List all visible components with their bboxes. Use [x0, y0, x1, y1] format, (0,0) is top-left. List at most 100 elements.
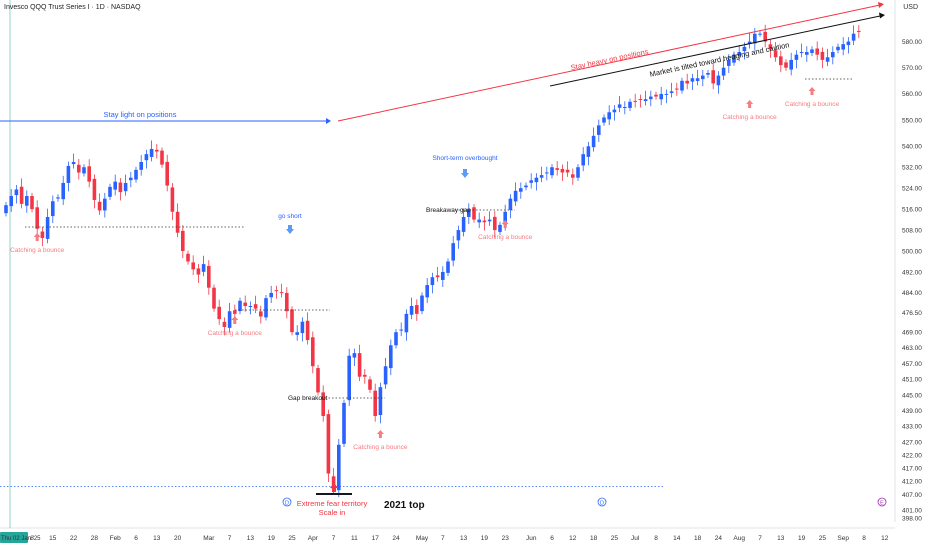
candle-body[interactable]: [56, 197, 60, 199]
candle-body[interactable]: [571, 174, 575, 178]
candle-body[interactable]: [321, 392, 325, 416]
candle-body[interactable]: [430, 277, 435, 286]
candle-body[interactable]: [763, 31, 767, 42]
candle-body[interactable]: [212, 287, 216, 309]
candle-body[interactable]: [498, 224, 502, 232]
candle-body[interactable]: [487, 219, 492, 222]
candle-body[interactable]: [373, 390, 377, 416]
candle-body[interactable]: [519, 188, 523, 192]
candle-body[interactable]: [285, 292, 289, 312]
candle-body[interactable]: [836, 46, 840, 51]
candle-body[interactable]: [51, 201, 55, 217]
candle-body[interactable]: [71, 162, 76, 165]
candle-body[interactable]: [331, 476, 336, 490]
candle-body[interactable]: [113, 181, 117, 190]
candle-body[interactable]: [19, 186, 24, 204]
candle-body[interactable]: [825, 57, 830, 62]
candle-body[interactable]: [165, 161, 169, 186]
candle-body[interactable]: [389, 345, 393, 369]
candle-body[interactable]: [602, 117, 606, 123]
candle-body[interactable]: [123, 182, 128, 192]
candle-body[interactable]: [623, 107, 627, 109]
candle-body[interactable]: [477, 219, 481, 223]
candle-body[interactable]: [253, 304, 258, 309]
candle-body[interactable]: [87, 166, 91, 182]
candle-body[interactable]: [25, 196, 29, 206]
candle-body[interactable]: [675, 88, 679, 90]
candle-body[interactable]: [503, 211, 507, 225]
candle-body[interactable]: [201, 264, 206, 272]
candle-body[interactable]: [394, 332, 398, 346]
candle-body[interactable]: [196, 268, 201, 275]
candle-body[interactable]: [155, 149, 159, 152]
candle-body[interactable]: [14, 189, 19, 196]
candle-body[interactable]: [207, 265, 211, 288]
candle-body[interactable]: [217, 306, 221, 320]
candle-body[interactable]: [264, 298, 268, 318]
candle-body[interactable]: [581, 154, 585, 166]
candle-body[interactable]: [40, 231, 45, 238]
candle-body[interactable]: [659, 93, 663, 100]
candle-body[interactable]: [810, 49, 814, 53]
candle-body[interactable]: [435, 275, 440, 278]
candle-body[interactable]: [472, 207, 476, 220]
dividend-marker[interactable]: [282, 497, 292, 507]
candle-body[interactable]: [773, 50, 778, 58]
candle-body[interactable]: [337, 444, 341, 491]
candle-body[interactable]: [565, 169, 570, 173]
candle-body[interactable]: [617, 104, 622, 108]
dividend-marker[interactable]: [597, 497, 607, 507]
candle-body[interactable]: [513, 190, 518, 202]
candle-body[interactable]: [649, 96, 653, 100]
candle-body[interactable]: [456, 230, 461, 241]
candle-body[interactable]: [493, 216, 497, 231]
candle-body[interactable]: [482, 220, 487, 223]
candle-body[interactable]: [799, 52, 804, 54]
candle-body[interactable]: [326, 414, 331, 474]
candle-body[interactable]: [576, 167, 580, 178]
candle-body[interactable]: [352, 353, 357, 358]
candle-body[interactable]: [404, 313, 409, 333]
candle-body[interactable]: [92, 178, 97, 200]
candle-body[interactable]: [45, 216, 50, 239]
candle-body[interactable]: [311, 337, 315, 367]
candle-body[interactable]: [61, 182, 65, 200]
candle-body[interactable]: [274, 290, 279, 292]
candle-body[interactable]: [181, 230, 185, 252]
candle-body[interactable]: [758, 33, 762, 35]
candle-body[interactable]: [607, 112, 611, 120]
candle-body[interactable]: [555, 168, 559, 170]
candle-body[interactable]: [701, 75, 705, 80]
candle-body[interactable]: [612, 109, 617, 113]
candle-body[interactable]: [851, 33, 856, 41]
candle-body[interactable]: [368, 379, 372, 390]
candle-body[interactable]: [597, 125, 601, 135]
candle-body[interactable]: [654, 94, 658, 97]
candle-body[interactable]: [363, 374, 367, 377]
candle-body[interactable]: [170, 187, 175, 212]
candle-body[interactable]: [383, 366, 388, 385]
candle-body[interactable]: [716, 75, 721, 86]
candle-body[interactable]: [9, 196, 13, 207]
candle-body[interactable]: [446, 261, 450, 273]
candle-body[interactable]: [290, 309, 294, 333]
candle-body[interactable]: [77, 164, 81, 173]
candle-body[interactable]: [643, 99, 648, 101]
candle-body[interactable]: [805, 52, 809, 55]
candle-body[interactable]: [300, 321, 305, 334]
candle-body[interactable]: [753, 33, 757, 44]
candle-body[interactable]: [550, 167, 554, 176]
candle-body[interactable]: [685, 80, 689, 84]
candle-body[interactable]: [695, 78, 700, 81]
candle-body[interactable]: [269, 292, 273, 298]
candle-body[interactable]: [467, 209, 471, 217]
candle-body[interactable]: [669, 91, 674, 94]
candle-body[interactable]: [186, 253, 190, 262]
candle-body[interactable]: [175, 211, 180, 233]
candle-body[interactable]: [586, 146, 591, 157]
candle-body[interactable]: [259, 311, 263, 317]
candle-body[interactable]: [779, 56, 783, 66]
candle-body[interactable]: [633, 100, 637, 102]
candle-body[interactable]: [295, 332, 299, 335]
